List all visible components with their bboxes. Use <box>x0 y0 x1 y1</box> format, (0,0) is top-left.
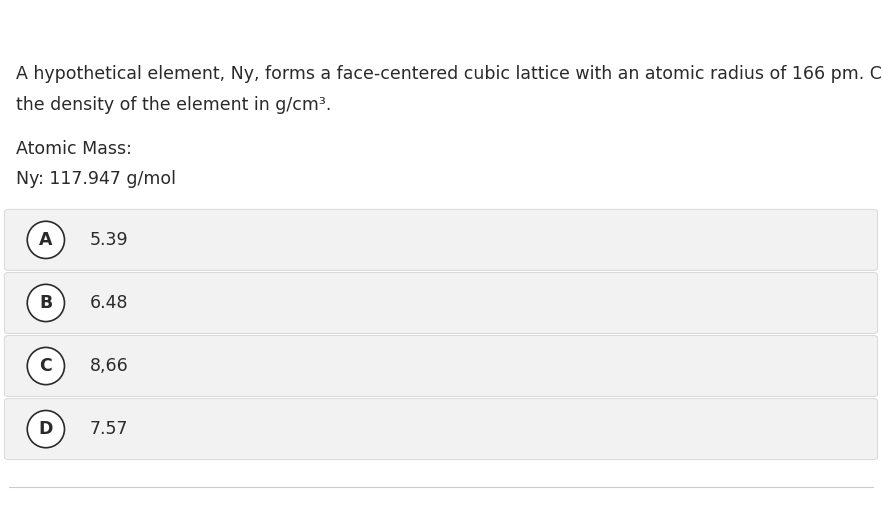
Ellipse shape <box>27 347 64 385</box>
FancyBboxPatch shape <box>4 399 878 460</box>
Text: Atomic Mass:: Atomic Mass: <box>16 140 131 158</box>
Text: D: D <box>39 420 53 438</box>
Text: Ny: 117.947 g/mol: Ny: 117.947 g/mol <box>16 170 176 188</box>
FancyBboxPatch shape <box>4 272 878 333</box>
Text: 8,66: 8,66 <box>90 357 129 375</box>
Ellipse shape <box>27 410 64 448</box>
Text: 5.39: 5.39 <box>90 231 129 249</box>
Ellipse shape <box>27 221 64 258</box>
Text: A hypothetical element, Ny, forms a face-centered cubic lattice with an atomic r: A hypothetical element, Ny, forms a face… <box>16 65 882 83</box>
Text: the density of the element in g/cm³.: the density of the element in g/cm³. <box>16 96 332 114</box>
Text: 7.57: 7.57 <box>90 420 129 438</box>
Ellipse shape <box>27 284 64 322</box>
Text: B: B <box>39 294 53 312</box>
FancyBboxPatch shape <box>4 209 878 270</box>
Text: A: A <box>39 231 53 249</box>
FancyBboxPatch shape <box>4 336 878 397</box>
Text: 6.48: 6.48 <box>90 294 129 312</box>
Text: C: C <box>40 357 52 375</box>
